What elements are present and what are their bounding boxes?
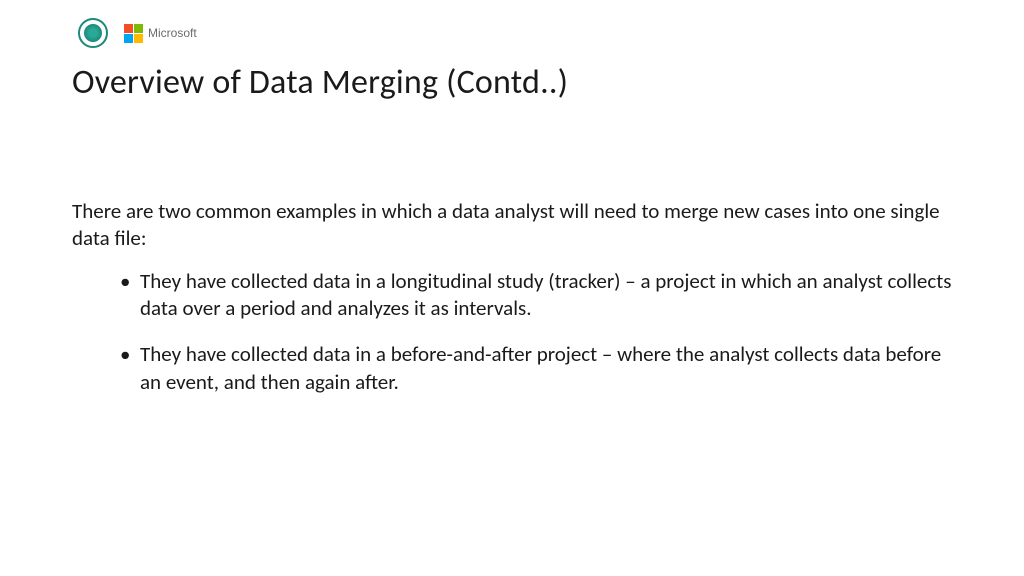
bullet-item: They have collected data in a before-and… xyxy=(120,341,952,396)
microsoft-label: Microsoft xyxy=(148,26,197,40)
institution-logo xyxy=(78,18,108,48)
slide-title: Overview of Data Merging (Contd..) xyxy=(72,62,568,103)
bullet-list: They have collected data in a longitudin… xyxy=(72,268,952,397)
microsoft-logo: Microsoft xyxy=(124,24,197,43)
bullet-item: They have collected data in a longitudin… xyxy=(120,268,952,323)
institution-logo-inner xyxy=(84,24,102,42)
microsoft-squares-icon xyxy=(124,24,143,43)
intro-paragraph: There are two common examples in which a… xyxy=(72,198,952,252)
slide-body: There are two common examples in which a… xyxy=(72,198,952,415)
header-logos: Microsoft xyxy=(78,18,197,48)
